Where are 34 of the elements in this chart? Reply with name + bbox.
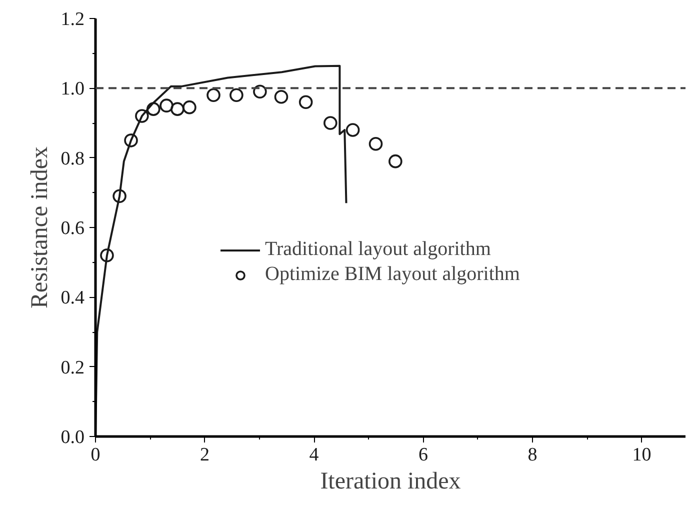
point [368,137,383,151]
y-tick-label: 1.0 [60,78,84,100]
point [124,134,138,148]
x-axis-title: Iteration index [320,468,461,494]
y-tick-label: 1.2 [60,9,84,30]
x-tick-label: 2 [200,444,210,466]
point [324,116,338,130]
point [274,90,288,104]
point [298,95,313,109]
point [346,123,360,137]
point [253,84,267,99]
x-tick-label: 4 [309,444,320,466]
y-tick-label: 0.8 [60,148,84,170]
legend-label: Traditional layout algorithm [265,238,491,261]
point [206,88,220,102]
x-tick-label: 6 [418,444,428,466]
point [160,98,174,112]
point [112,189,126,204]
point [388,154,402,168]
y-tick-label: 0.6 [60,218,84,239]
x-tick-label: 10 [632,444,652,466]
x-tick-label: 8 [528,444,538,466]
legend-label: Optimize BIM layout algorithm [265,263,520,286]
point [146,102,160,116]
point [182,100,196,114]
point [135,109,149,123]
y-tick-label: 0.4 [60,288,85,309]
point [230,88,244,102]
x-tick-label: 0 [90,444,100,466]
y-axis-title: Resistance index [26,146,53,308]
point [170,102,184,116]
y-tick-label: 0.0 [60,427,84,448]
y-tick-label: 0.2 [60,357,84,378]
point [100,248,114,262]
